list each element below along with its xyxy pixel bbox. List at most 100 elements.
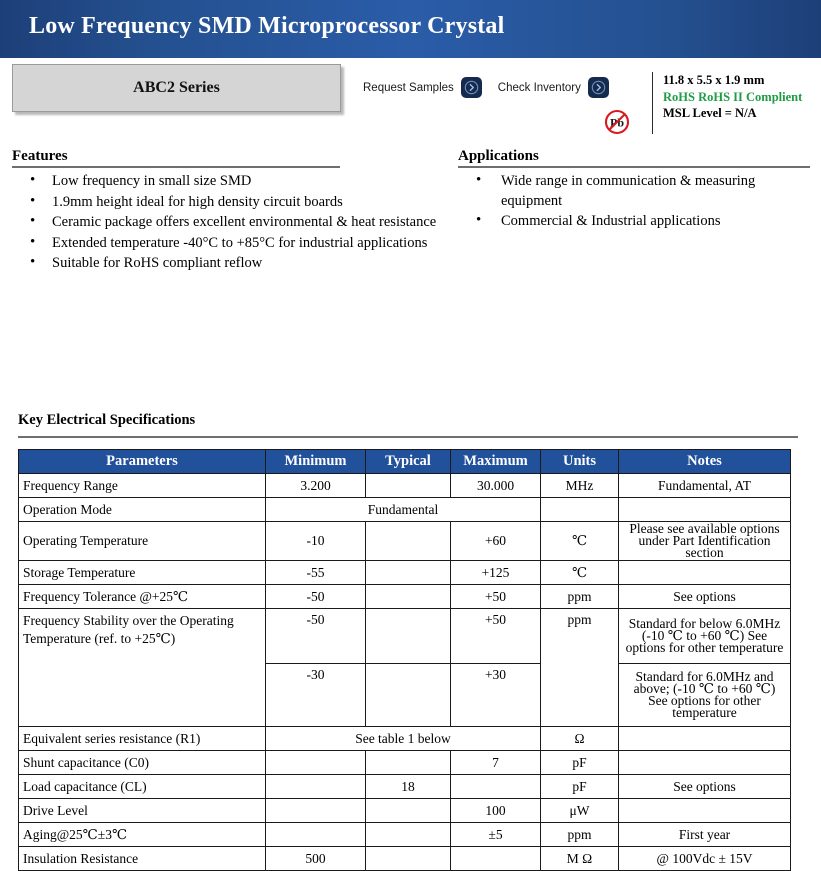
lead-free-icon: Pb xyxy=(603,108,631,136)
cell-maximum: ±5 xyxy=(450,822,541,847)
cell-typical xyxy=(365,521,451,561)
applications-section: Applications Wide range in communication… xyxy=(458,148,811,233)
cell-notes: Please see available options under Part … xyxy=(618,521,791,561)
cell-typical xyxy=(365,560,451,585)
cell-units: ppm xyxy=(540,584,619,609)
list-item: Wide range in communication & measuring … xyxy=(476,171,811,211)
specs-rule xyxy=(18,436,798,438)
features-title: Features xyxy=(12,148,68,164)
column-header-minimum: Minimum xyxy=(265,449,366,474)
table-row: Aging@25℃±3℃ ±5 ppm First year xyxy=(18,822,791,847)
column-header-units: Units xyxy=(540,449,619,474)
request-samples-label: Request Samples xyxy=(363,81,454,94)
cell-units: MHz xyxy=(540,473,619,498)
cell-parameter: Equivalent series resistance (R1) xyxy=(18,726,266,751)
chevron-right-circle-icon[interactable] xyxy=(460,77,482,98)
table-row: Drive Level 100 μW xyxy=(18,798,791,823)
specs-table-wrap: Parameters Minimum Typical Maximum Units… xyxy=(18,449,791,871)
cell-notes xyxy=(618,750,791,775)
cell-typical xyxy=(365,846,451,871)
table-row: Storage Temperature -55 +125 ℃ xyxy=(18,560,791,585)
cell-notes: See options xyxy=(618,584,791,609)
cell-units: pF xyxy=(540,774,619,799)
rohs-compliance: RoHS RoHS II Complient xyxy=(663,89,803,104)
cell-parameter: Insulation Resistance xyxy=(18,846,266,871)
table-row: Frequency Stability over the Operating T… xyxy=(18,608,791,727)
table-row: Shunt capacitance (C0) 7 pF xyxy=(18,750,791,775)
cell-units: ℃ xyxy=(540,521,619,561)
cell-typical xyxy=(365,750,451,775)
column-header-notes: Notes xyxy=(618,449,791,474)
cell-units: ℃ xyxy=(540,560,619,585)
cell-parameter: Shunt capacitance (C0) xyxy=(18,750,266,775)
cell-minimum xyxy=(265,822,366,847)
check-inventory-label: Check Inventory xyxy=(497,81,581,94)
cell-parameter: Operating Temperature xyxy=(18,521,266,561)
specs-title: Key Electrical Specifications xyxy=(18,412,196,428)
cell-maximum: 100 xyxy=(450,798,541,823)
table-header-row: Parameters Minimum Typical Maximum Units… xyxy=(18,449,791,474)
table-row: Equivalent series resistance (R1) See ta… xyxy=(18,726,791,751)
cell-parameter: Frequency Tolerance @+25℃ xyxy=(18,584,266,609)
list-item: Low frequency in small size SMD xyxy=(30,171,442,192)
cell-parameter: Frequency Stability over the Operating T… xyxy=(18,608,266,727)
chevron-right-circle-icon[interactable] xyxy=(587,77,609,98)
cell-maximum: +50 xyxy=(450,608,541,664)
msl-level: MSL Level = N/A xyxy=(663,106,757,120)
table-row: Insulation Resistance 500 M Ω @ 100Vdc ±… xyxy=(18,846,791,871)
table-row: Operation Mode Fundamental xyxy=(18,497,791,522)
cell-minimum: -30 xyxy=(265,663,366,727)
table-row: Load capacitance (CL) 18 pF See options xyxy=(18,774,791,799)
list-item: Suitable for RoHS compliant reflow xyxy=(30,253,442,274)
header-divider xyxy=(652,72,653,134)
cell-typical xyxy=(365,584,451,609)
cell-typical: 18 xyxy=(365,774,451,799)
cell-typical xyxy=(365,822,451,847)
cell-maximum: +125 xyxy=(450,560,541,585)
cell-minimum: 3.200 xyxy=(265,473,366,498)
features-rule xyxy=(12,166,340,168)
cell-maximum xyxy=(450,846,541,871)
cell-minimum: -50 xyxy=(265,608,366,664)
column-header-parameters: Parameters xyxy=(18,449,266,474)
applications-title: Applications xyxy=(458,148,539,164)
cell-minimum xyxy=(265,798,366,823)
series-label: ABC2 Series xyxy=(133,79,220,96)
cell-notes xyxy=(618,726,791,751)
cell-typical xyxy=(365,473,451,498)
cell-minimum xyxy=(265,774,366,799)
cell-notes: Standard for 6.0MHz and above; (-10 ℃ to… xyxy=(618,663,791,727)
cell-parameter: Storage Temperature xyxy=(18,560,266,585)
cell-minimum: 500 xyxy=(265,846,366,871)
cell-units: pF xyxy=(540,750,619,775)
page-header-banner: Low Frequency SMD Microprocessor Crystal xyxy=(0,0,821,58)
cell-typical xyxy=(365,798,451,823)
cell-parameter: Frequency Range xyxy=(18,473,266,498)
cell-minimum: -55 xyxy=(265,560,366,585)
cell-merged-value: Fundamental xyxy=(265,497,541,522)
check-inventory-link[interactable]: Check Inventory xyxy=(498,77,609,98)
table-row: Frequency Tolerance @+25℃ -50 +50 ppm Se… xyxy=(18,584,791,609)
cell-units: ppm xyxy=(540,822,619,847)
cell-minimum: -50 xyxy=(265,584,366,609)
cell-minimum: -10 xyxy=(265,521,366,561)
cell-maximum: +60 xyxy=(450,521,541,561)
cell-units: ppm xyxy=(540,608,619,727)
applications-list: Wide range in communication & measuring … xyxy=(458,171,811,232)
cell-parameter: Load capacitance (CL) xyxy=(18,774,266,799)
cell-minimum xyxy=(265,750,366,775)
cell-units xyxy=(540,497,619,522)
column-header-typical: Typical xyxy=(365,449,451,474)
series-box: ABC2 Series xyxy=(12,64,341,112)
cell-maximum: 30.000 xyxy=(450,473,541,498)
cell-maximum: 7 xyxy=(450,750,541,775)
request-samples-link[interactable]: Request Samples xyxy=(363,77,482,98)
package-info-block: 11.8 x 5.5 x 1.9 mm RoHS RoHS II Complie… xyxy=(663,72,821,122)
table-row: Frequency Range 3.200 30.000 MHz Fundame… xyxy=(18,473,791,498)
cell-typical xyxy=(365,608,451,664)
page-title: Low Frequency SMD Microprocessor Crystal xyxy=(29,13,505,39)
list-item: Ceramic package offers excellent environ… xyxy=(30,212,442,233)
cell-units: Ω xyxy=(540,726,619,751)
cell-notes xyxy=(618,497,791,522)
table-row: Operating Temperature -10 +60 ℃ Please s… xyxy=(18,521,791,561)
